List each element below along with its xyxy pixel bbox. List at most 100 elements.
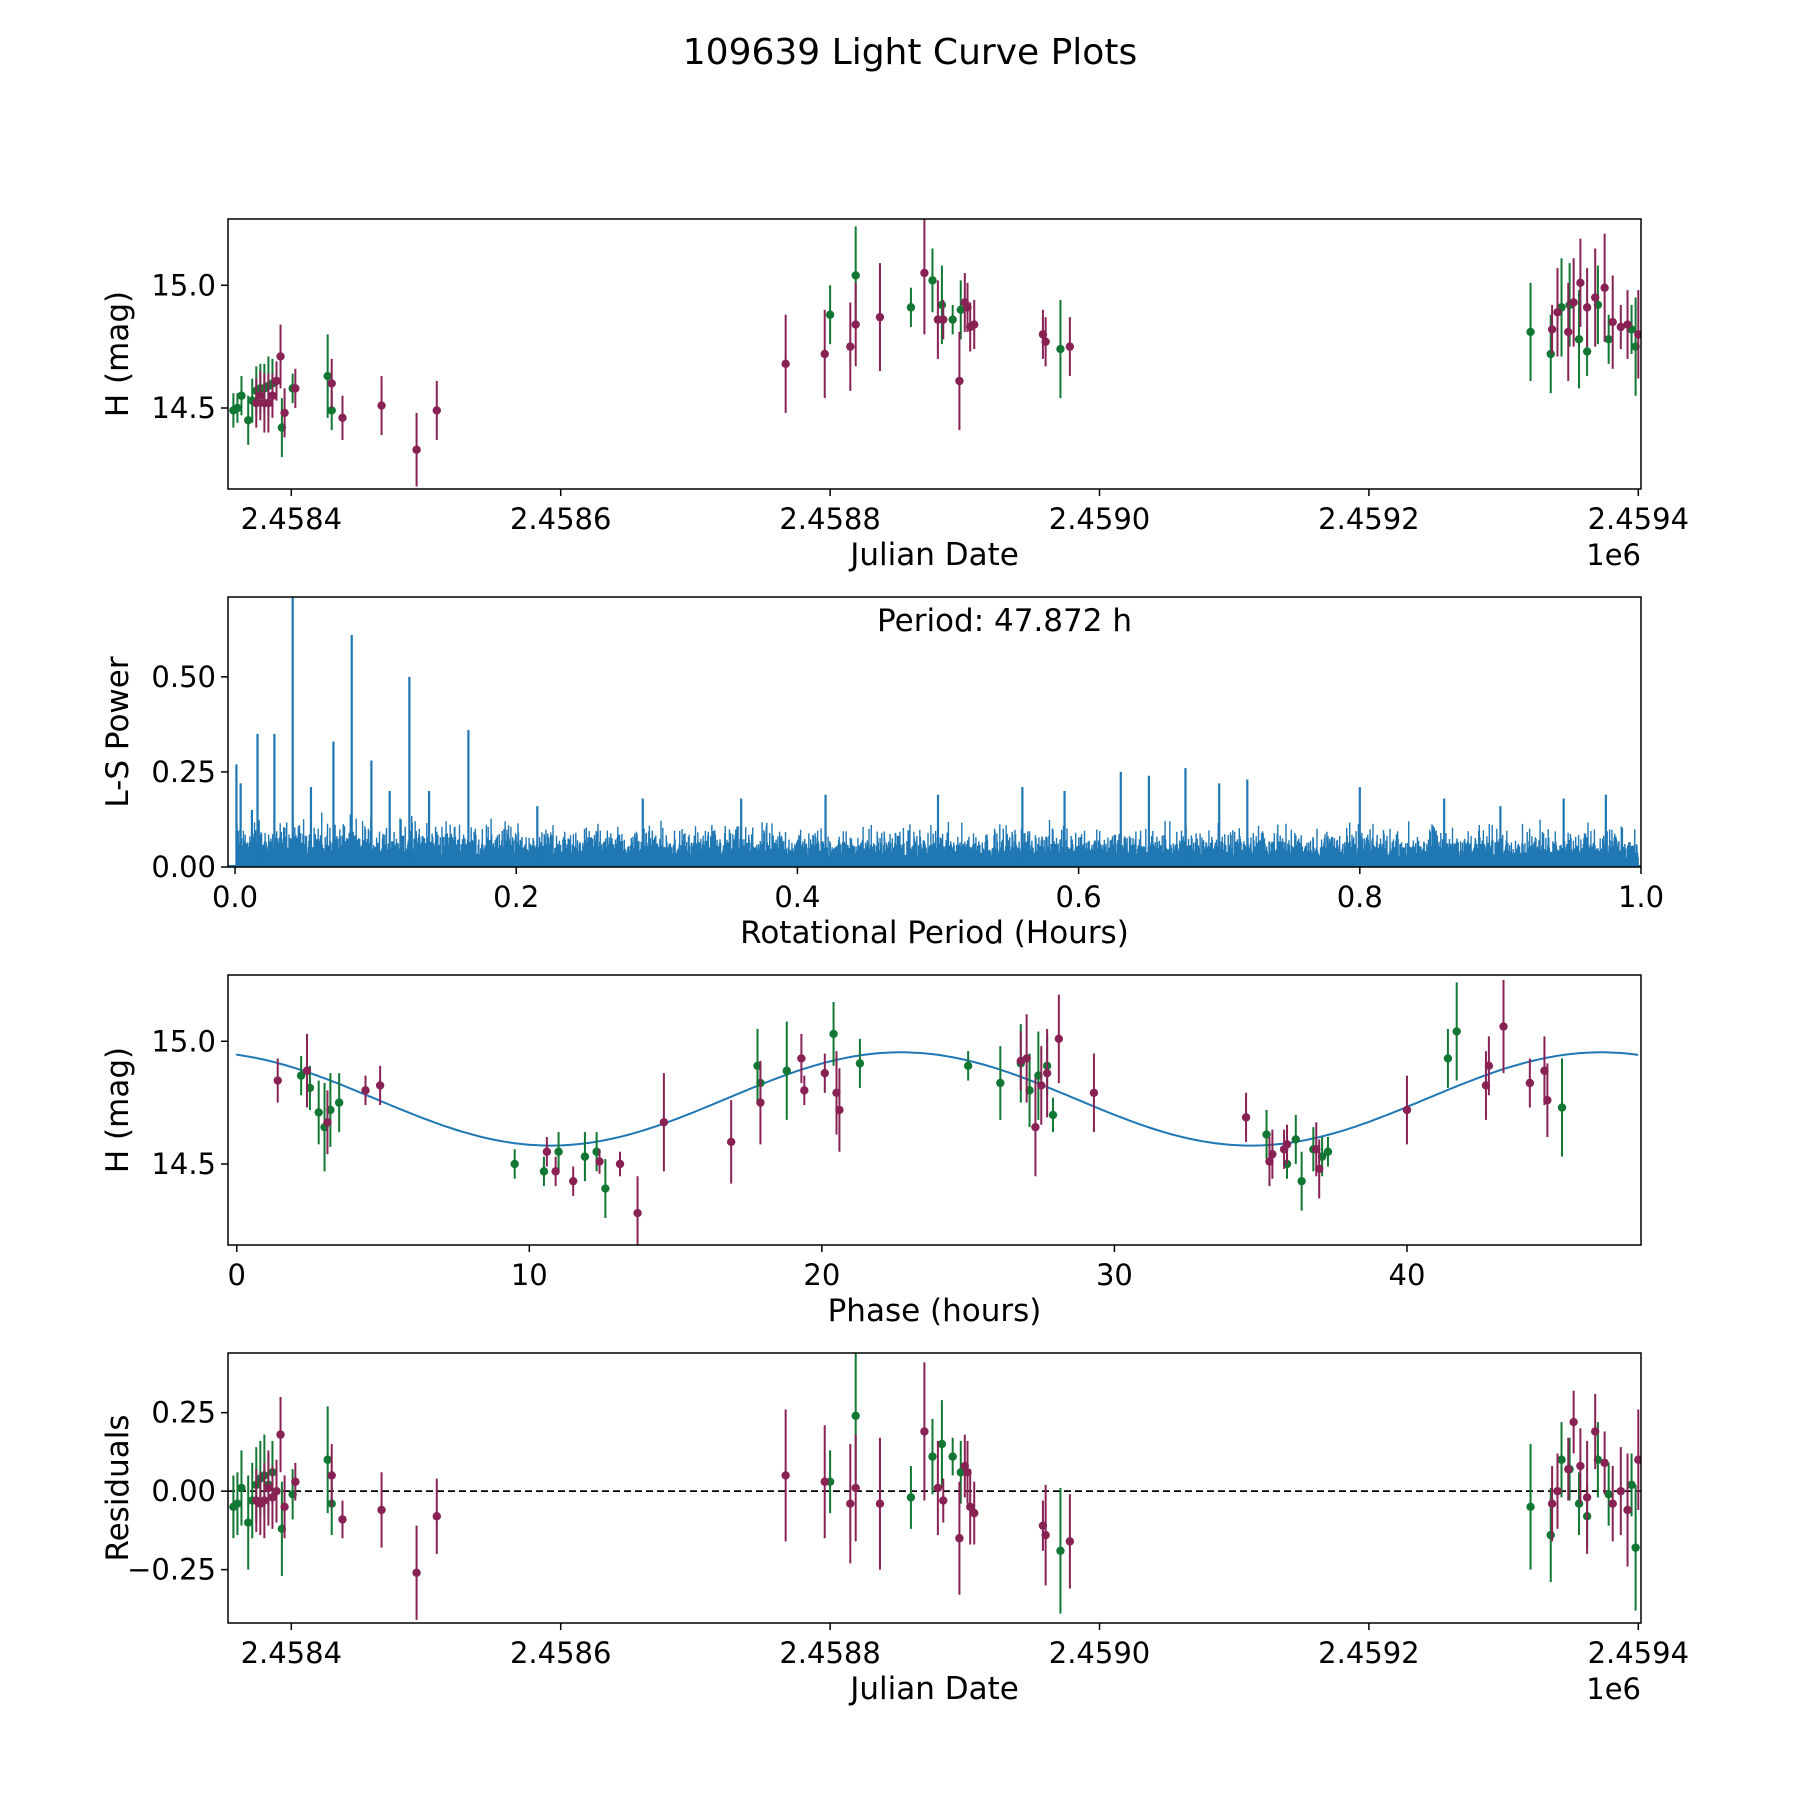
x-tick-label: 0.0 — [212, 880, 258, 914]
data-point — [970, 1508, 979, 1518]
data-point — [412, 1568, 421, 1577]
data-point — [1564, 1464, 1573, 1474]
data-point — [1546, 1530, 1555, 1540]
data-point — [955, 376, 964, 386]
data-point — [539, 1167, 549, 1176]
data-point — [1297, 1176, 1306, 1186]
data-point — [1582, 1493, 1592, 1502]
data-point — [1546, 349, 1555, 359]
data-point — [1526, 327, 1535, 337]
x-tick-label: 2.4590 — [1049, 1636, 1150, 1670]
data-point — [781, 1471, 790, 1480]
data-point — [920, 1427, 929, 1436]
data-point — [875, 1499, 885, 1508]
data-point — [252, 398, 261, 408]
data-point — [1616, 322, 1625, 332]
data-point — [1576, 278, 1585, 288]
data-point — [264, 398, 273, 408]
y-tick-label: 0.50 — [151, 660, 216, 694]
data-point — [1576, 1461, 1585, 1471]
data-point — [846, 1499, 855, 1508]
x-tick-label: 20 — [803, 1258, 840, 1292]
y-tick-label: 0.00 — [151, 850, 216, 884]
data-point — [1604, 335, 1613, 344]
data-point — [1604, 1490, 1613, 1499]
data-point — [580, 1152, 590, 1161]
data-point — [1591, 293, 1600, 302]
data-point — [1484, 1061, 1494, 1071]
data-point — [756, 1098, 765, 1107]
plot-area — [228, 597, 1641, 867]
data-point — [323, 371, 332, 381]
data-point — [970, 320, 979, 329]
data-point — [1600, 283, 1609, 292]
data-point — [1608, 317, 1617, 327]
data-point — [377, 1505, 386, 1515]
data-point — [432, 406, 441, 415]
data-point — [1268, 1149, 1277, 1159]
data-point — [1623, 320, 1632, 329]
x-tick-label: 2.4590 — [1049, 502, 1150, 536]
data-point — [659, 1118, 669, 1127]
data-point — [1574, 335, 1584, 344]
data-point — [820, 1068, 829, 1078]
data-point — [264, 1483, 273, 1493]
data-point — [1499, 1022, 1508, 1031]
data-point — [1054, 1034, 1064, 1044]
y-tick-label: 0.00 — [151, 1474, 216, 1508]
x-tick-label: 2.4584 — [241, 1636, 342, 1670]
y-tick-label: −0.25 — [127, 1553, 216, 1587]
x-axis-label: Phase (hours) — [828, 1293, 1042, 1329]
x-axis-label: Rotational Period (Hours) — [740, 915, 1129, 951]
data-point — [233, 403, 242, 413]
data-point — [829, 1029, 838, 1039]
data-point — [939, 315, 948, 324]
data-point — [1041, 1530, 1050, 1540]
data-point — [1065, 1537, 1075, 1546]
data-point — [939, 1496, 948, 1505]
data-point — [554, 1147, 563, 1156]
data-point — [846, 342, 855, 351]
x-tick-label: 2.4594 — [1588, 1636, 1689, 1670]
data-point — [542, 1147, 552, 1156]
data-point — [377, 401, 386, 410]
data-point — [338, 413, 347, 423]
data-point — [928, 1452, 937, 1461]
data-point — [361, 1086, 370, 1095]
plot-frame — [227, 218, 1642, 490]
x-tick-label: 2.4588 — [779, 502, 880, 536]
y-axis-label: L-S Power — [100, 656, 136, 807]
data-point — [851, 1483, 860, 1493]
data-point — [956, 305, 965, 315]
x-tick-label: 40 — [1389, 1258, 1426, 1292]
data-point — [948, 315, 957, 324]
data-point — [956, 1468, 965, 1477]
data-point — [375, 1081, 385, 1090]
y-tick-label: 0.25 — [151, 755, 216, 789]
data-point — [432, 1512, 441, 1521]
data-point — [1547, 1499, 1557, 1508]
data-point — [1574, 1499, 1584, 1508]
data-point — [1314, 1164, 1324, 1174]
data-point — [1553, 1486, 1562, 1496]
data-point — [276, 1430, 285, 1439]
data-point — [1623, 1505, 1632, 1515]
data-point — [276, 352, 285, 361]
x-tick-label: 0 — [228, 1258, 246, 1292]
x-tick-label: 2.4584 — [241, 502, 342, 536]
data-point — [1553, 308, 1562, 317]
y-axis-label: Residuals — [100, 1414, 136, 1561]
x-offset-label: 1e6 — [1586, 1672, 1641, 1706]
plot-frame — [227, 974, 1642, 1246]
data-point — [937, 300, 947, 310]
data-point — [633, 1208, 642, 1218]
data-point — [268, 1493, 277, 1502]
data-point — [955, 1534, 964, 1543]
y-tick-label: 15.0 — [151, 1024, 216, 1058]
y-tick-label: 15.0 — [151, 268, 216, 302]
data-point — [875, 312, 885, 322]
data-point — [302, 1066, 312, 1075]
data-point — [1608, 1499, 1617, 1508]
data-point — [1543, 1095, 1552, 1105]
